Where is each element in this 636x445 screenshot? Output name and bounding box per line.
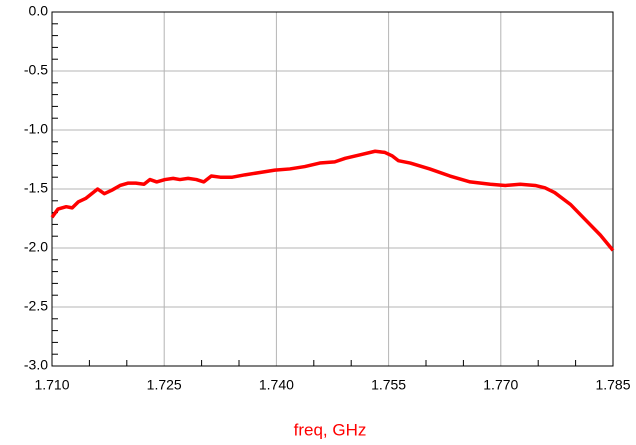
data-line	[50, 149, 615, 252]
x-tick-label: 1.755	[371, 377, 406, 393]
x-tick-label: 1.740	[259, 377, 294, 393]
y-tick-label: -2.5	[24, 298, 48, 314]
x-tick-label: 1.725	[147, 377, 182, 393]
plot-frame	[51, 11, 614, 367]
y-tick-label: -1.0	[24, 121, 48, 137]
x-tick-label: 1.710	[34, 377, 69, 393]
x-tick-label: 1.785	[595, 377, 630, 393]
x-tick-label: 1.770	[483, 377, 518, 393]
y-tick-label: -2.0	[24, 239, 48, 255]
x-axis-label: freq, GHz	[294, 420, 367, 439]
y-tick-label: -0.5	[24, 62, 48, 78]
y-tick-label: 0.0	[29, 3, 49, 19]
y-tick-label: -1.5	[24, 180, 48, 196]
y-tick-label: -3.0	[24, 357, 48, 373]
